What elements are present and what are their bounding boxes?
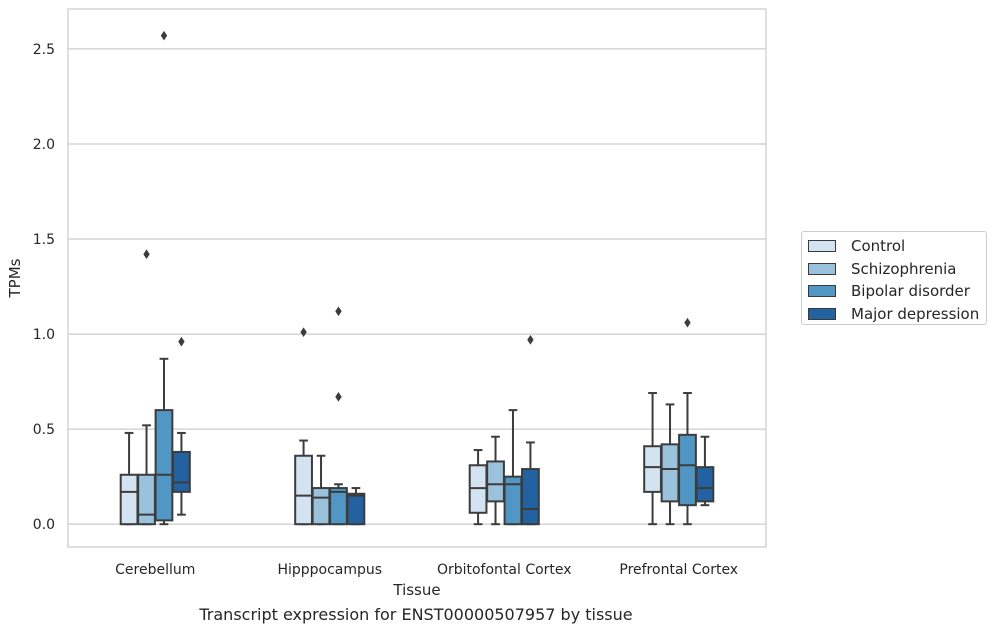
y-tick-label: 0.0 (33, 517, 55, 533)
box (346, 492, 366, 526)
box (486, 460, 505, 503)
outlier-point (335, 392, 342, 402)
y-tick-label: 2.0 (33, 137, 55, 153)
plot-frame (67, 8, 767, 548)
box-group (294, 306, 366, 526)
box (137, 473, 156, 526)
legend-swatch (808, 240, 836, 253)
box (119, 473, 139, 526)
box (172, 450, 191, 493)
y-tick-label: 0.5 (33, 422, 55, 438)
box (329, 487, 348, 526)
legend-item: Major depression (808, 303, 986, 326)
legend-swatch (808, 307, 836, 320)
y-tick-labels: 0.0 0.5 1.0 1.5 2.0 2.5 (33, 42, 55, 533)
legend-label: Schizophrenia (851, 259, 957, 278)
legend-swatch (808, 285, 836, 298)
box (678, 433, 697, 507)
legend-label: Major depression (851, 304, 980, 323)
box (643, 445, 662, 493)
x-axis-title: Tissue (392, 581, 440, 599)
box (311, 487, 331, 526)
box (521, 468, 540, 526)
x-tick-labels: Cerebellum Hipppocampus Orbitofontal Corte… (115, 562, 738, 578)
legend-item: Control (808, 235, 986, 258)
chart-caption: Transcript expression for ENST0000050795… (199, 605, 633, 624)
outlier-point (335, 306, 342, 317)
x-tick-label: Cerebellum (115, 562, 195, 578)
x-tick-label: Hipppocampus (277, 562, 382, 578)
legend-label: Bipolar disorder (851, 282, 970, 301)
outlier-point (178, 336, 185, 347)
box-group (643, 317, 715, 526)
legend-label: Control (851, 237, 906, 256)
legend-swatch (808, 262, 836, 275)
box-group (468, 334, 540, 526)
y-axis-title: TPMs (6, 258, 24, 298)
box (695, 466, 715, 503)
box-group (119, 30, 191, 526)
box-groups (119, 30, 715, 526)
x-tick-label: Prefrontal Cortex (619, 562, 738, 578)
outlier-point (300, 327, 307, 337)
outlier-point (143, 249, 150, 260)
outlier-point (160, 30, 168, 41)
legend: Control Schizophrenia Bipolar disorder Majo… (801, 231, 987, 325)
outlier-point (527, 334, 534, 345)
legend-item: Bipolar disorder (808, 280, 986, 303)
legend-item: Schizophrenia (808, 258, 986, 281)
box (294, 454, 313, 526)
y-tick-label: 2.5 (33, 42, 55, 58)
box (660, 443, 680, 503)
outlier-point (684, 317, 691, 328)
y-tick-label: 1.5 (33, 232, 55, 248)
y-tick-label: 1.0 (33, 327, 55, 343)
box (154, 409, 174, 522)
x-tick-label: Orbitofontal Cortex (437, 562, 572, 578)
